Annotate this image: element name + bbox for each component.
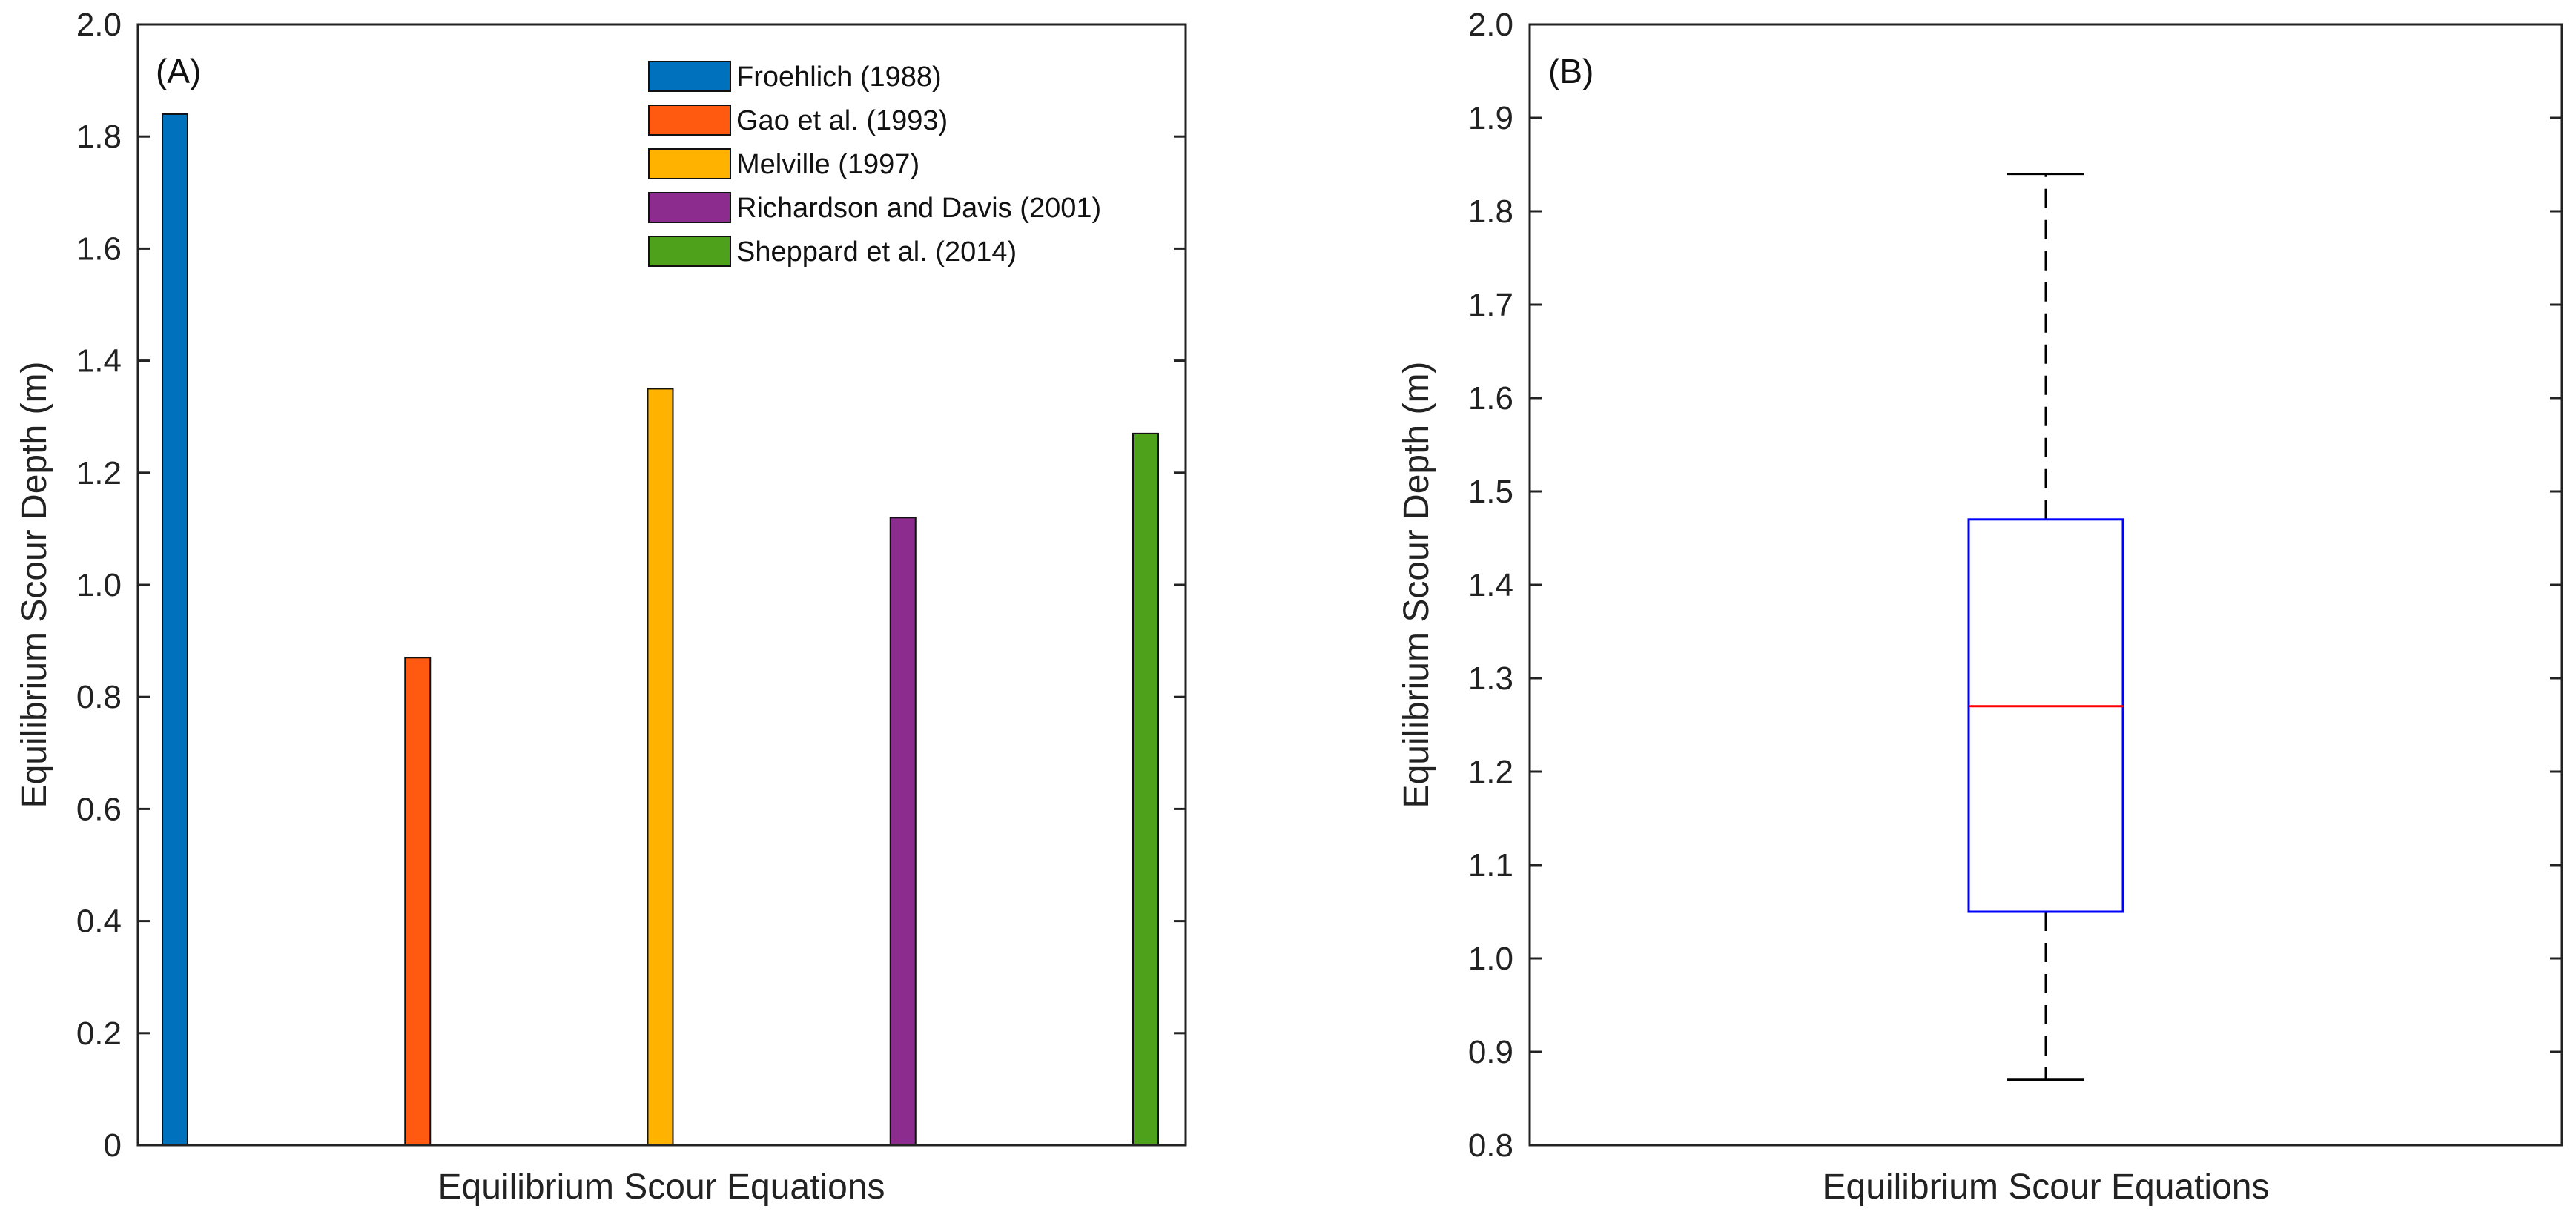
legend-entry-label: Gao et al. (1993) bbox=[736, 105, 948, 136]
y-tick-label-a: 1.0 bbox=[76, 567, 122, 603]
y-tick-label-b: 0.9 bbox=[1468, 1034, 1513, 1070]
y-tick-label-b: 1.4 bbox=[1468, 567, 1513, 603]
y-tick-label-b: 1.0 bbox=[1468, 941, 1513, 977]
bar bbox=[1132, 432, 1159, 1146]
box-plot bbox=[1967, 173, 2124, 1081]
legend-swatch bbox=[648, 148, 731, 179]
y-tick-label-a: 1.6 bbox=[76, 231, 122, 267]
legend-entry-label: Sheppard et al. (2014) bbox=[736, 236, 1017, 268]
bar bbox=[162, 113, 188, 1147]
y-tick-label-b: 1.1 bbox=[1468, 847, 1513, 884]
y-tick-label-b: 1.3 bbox=[1468, 660, 1513, 697]
y-tick-label-a: 0.2 bbox=[76, 1015, 122, 1052]
legend-swatch bbox=[648, 61, 731, 92]
y-tick-label-b: 1.7 bbox=[1468, 287, 1513, 323]
y-tick-label-b: 1.5 bbox=[1468, 474, 1513, 510]
legend: Froehlich (1988) Gao et al. (1993) Melvill… bbox=[648, 61, 1101, 268]
y-axis-ticks-b: 0.8 0.9 1.0 1.1 1.2 1.3 1.4 1.5 1.6 1.7 1.8 1.9 2.0 bbox=[1468, 7, 2562, 1164]
x-axis-title-a: Equilibrium Scour Equations bbox=[438, 1167, 885, 1207]
box-plot-panel: 0.80.91.01.11.21.31.41.51.61.71.81.92.0 … bbox=[1397, 7, 2563, 1207]
bar-chart-panel: 0 0.2 0.4 0.6 0.8 1.0 1.2 1.4 1.6 1.8 2.0 (A) Equi… bbox=[15, 7, 1187, 1207]
y-tick-label-a: 0.8 bbox=[76, 679, 122, 715]
legend-swatch bbox=[648, 236, 731, 267]
panel-label-b: (B) bbox=[1548, 52, 1594, 90]
x-axis-title-b: Equilibrium Scour Equations bbox=[1823, 1167, 2270, 1207]
y-axis-title-a: Equilibrium Scour Depth (m) bbox=[15, 362, 54, 809]
y-tick-label-b: 1.2 bbox=[1468, 754, 1513, 790]
legend-swatch bbox=[648, 105, 731, 136]
y-tick-label-a: 0.4 bbox=[76, 904, 122, 940]
bar bbox=[889, 517, 917, 1146]
interquartile-box bbox=[1967, 518, 2124, 913]
y-tick-label-b: 1.8 bbox=[1468, 193, 1513, 230]
y-axis-title-b: Equilibrium Scour Depth (m) bbox=[1397, 362, 1436, 809]
y-tick-label-a: 2.0 bbox=[76, 7, 122, 43]
y-tick-label-a: 1.4 bbox=[76, 343, 122, 380]
bar bbox=[404, 657, 432, 1146]
panel-label-a: (A) bbox=[156, 52, 201, 90]
y-tick-label-a: 1.2 bbox=[76, 455, 122, 491]
y-tick-label-a: 0.6 bbox=[76, 791, 122, 827]
legend-entry-label: Melville (1997) bbox=[736, 149, 919, 180]
bar-series-group bbox=[162, 113, 1159, 1147]
y-tick-label-a: 1.8 bbox=[76, 119, 122, 155]
y-tick-label-b: 0.8 bbox=[1468, 1127, 1513, 1164]
legend-entry-label: Richardson and Davis (2001) bbox=[736, 193, 1101, 224]
y-tick-label-b: 1.6 bbox=[1468, 380, 1513, 417]
y-tick-label-a: 0 bbox=[104, 1127, 122, 1164]
y-tick-label-b: 2.0 bbox=[1468, 7, 1513, 43]
bar bbox=[647, 388, 674, 1146]
legend-swatch bbox=[648, 192, 731, 223]
y-axis-ticks-a: 0 0.2 0.4 0.6 0.8 1.0 1.2 1.4 1.6 1.8 2.0 bbox=[76, 7, 1186, 1164]
y-tick-label-b: 1.9 bbox=[1468, 100, 1513, 136]
legend-entry-label: Froehlich (1988) bbox=[736, 62, 942, 93]
